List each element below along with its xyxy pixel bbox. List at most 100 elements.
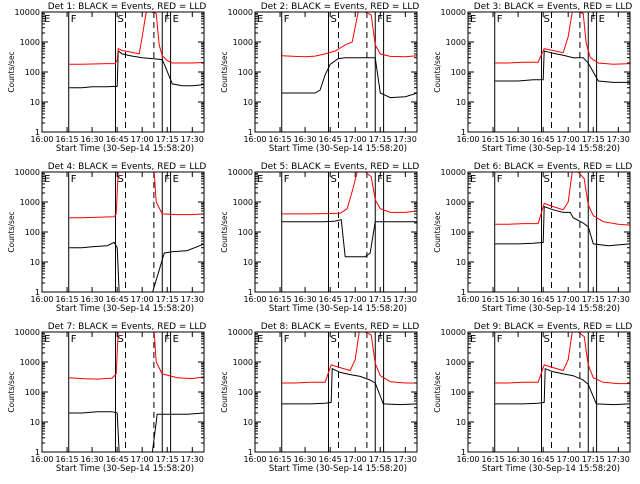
panel-4-marker-label-5: F [164,174,170,185]
panel-7-series-lld [69,332,204,380]
panel-9-ylabel: Counts/sec [433,371,442,412]
panel-9-xtick-label-5: 17:15 [582,455,605,464]
panel-5-xtick-label-4: 17:00 [344,295,367,304]
panel-4-xlabel: Start Time (30-Sep-14 15:58:20) [56,304,194,314]
panel-3-xtick-label-1: 16:15 [482,135,505,144]
panel-7-ytick-label-2: 100 [25,388,40,397]
panel-8-ytick-label-4: 10000 [228,328,253,337]
panel-3-ytick-label-1: 10 [456,98,466,107]
panel-8-ytick-label-3: 1000 [233,358,253,367]
panel-9-ytick-label-0: 1 [461,448,466,457]
panel-6-xtick-label-2: 16:30 [507,295,530,304]
panel-6-xlabel: Start Time (30-Sep-14 15:58:20) [482,304,620,314]
panel-3-xtick-label-4: 17:00 [557,135,580,144]
panel-5-ytick-label-0: 1 [248,288,253,297]
panel-2-xtick-label-0: 16:00 [243,135,266,144]
panel-4-xtick-label-0: 16:00 [30,295,53,304]
panel-2-xtick-label-4: 17:00 [344,135,367,144]
panel-6-ytick-label-0: 1 [461,288,466,297]
panel-9-xtick-label-4: 17:00 [557,455,580,464]
panel-3-xtick-label-6: 17:30 [607,135,630,144]
panel-5-marker-label-5: F [377,174,383,185]
panel-9-ytick-label-1: 10 [456,418,466,427]
panel-9-marker-label-1: F [497,334,503,345]
panel-9-marker-label-2: S [543,334,549,345]
panel-3-ytick-label-2: 100 [451,68,466,77]
panel-9-ytick-label-4: 10000 [441,328,466,337]
panel-6-ytick-label-2: 100 [451,228,466,237]
panel-5-ytick-label-4: 10000 [228,168,253,177]
panel-3-marker-label-0: E [470,14,476,25]
panel-9-marker-label-6: E [599,334,605,345]
panel-1-ytick-label-1: 10 [30,98,40,107]
panel-7-marker-label-2: S [117,334,123,345]
panel-3-ytick-label-0: 1 [461,128,466,137]
panel-8-ytick-label-0: 1 [248,448,253,457]
panel-1-marker-label-0: E [44,14,50,25]
panel-2-ytick-label-0: 1 [248,128,253,137]
panel-8-marker-label-0: E [257,334,263,345]
panel-9-xtick-label-3: 16:45 [532,455,555,464]
panel-2-marker-label-2: S [330,14,336,25]
panel-7-series-events [69,411,204,452]
panel-7-xtick-label-4: 17:00 [131,455,154,464]
panel-2-marker-label-0: E [257,14,263,25]
panel-3-marker-label-6: E [599,14,605,25]
panel-8-xtick-label-6: 17:30 [394,455,417,464]
panel-4-ylabel: Counts/sec [7,211,16,252]
panel-2-series-events [282,57,417,99]
panel-5-series-lld [282,172,417,215]
panel-6-frame [467,171,631,293]
panel-4-marker-label-1: F [71,174,77,185]
panel-6-xtick-label-5: 17:15 [582,295,605,304]
panel-8-ylabel: Counts/sec [220,371,229,412]
panel-2-xtick-label-5: 17:15 [369,135,392,144]
panel-6-ytick-label-1: 10 [456,258,466,267]
panel-3-frame [467,11,631,133]
panel-3-ylabel: Counts/sec [433,51,442,92]
panel-4-xtick-label-2: 16:30 [81,295,104,304]
panel-7-marker-label-0: E [44,334,50,345]
panel-9-marker-label-0: E [470,334,476,345]
panel-2-marker-label-6: E [386,14,392,25]
panel-1-ytick-label-4: 10000 [15,8,40,17]
panel-5-ytick-label-2: 100 [238,228,253,237]
panel-2-marker-label-1: F [284,14,290,25]
panel-9-ytick-label-2: 100 [451,388,466,397]
panel-1-frame [41,11,205,133]
panel-2-ylabel: Counts/sec [220,51,229,92]
panel-6-series-events [495,205,630,247]
panel-2-ytick-label-2: 100 [238,68,253,77]
panel-9-series-events [495,367,630,406]
panel-1-xtick-label-1: 16:15 [56,135,79,144]
panel-6-marker-label-1: F [497,174,503,185]
panel-7-xtick-label-2: 16:30 [81,455,104,464]
panel-7-xtick-label-5: 17:15 [156,455,179,464]
panel-7-marker-label-5: F [164,334,170,345]
panel-5-ylabel: Counts/sec [220,211,229,252]
panel-8-marker-label-6: E [386,334,392,345]
panel-1-xlabel: Start Time (30-Sep-14 15:58:20) [56,144,194,154]
panel-6-marker-label-0: E [470,174,476,185]
panel-8-xtick-label-0: 16:00 [243,455,266,464]
panel-7-marker-label-6: E [173,334,179,345]
panel-8-marker-label-2: S [330,334,336,345]
panel-4-xtick-label-5: 17:15 [156,295,179,304]
panel-7-marker-label-1: F [71,334,77,345]
panel-2-series-lld [282,12,417,58]
panel-3-xtick-label-2: 16:30 [507,135,530,144]
panel-4-series-events [69,241,204,292]
panel-7-ytick-label-0: 1 [35,448,40,457]
panel-8-marker-label-1: F [284,334,290,345]
panel-4-xtick-label-6: 17:30 [181,295,204,304]
panel-7-ytick-label-1: 10 [30,418,40,427]
panel-5-marker-label-2: S [330,174,336,185]
panel-2-ytick-label-3: 1000 [233,38,253,47]
panel-6-xtick-label-4: 17:00 [557,295,580,304]
panel-4-ytick-label-2: 100 [25,228,40,237]
panel-6-xtick-label-0: 16:00 [456,295,479,304]
panel-8-title: Det 8: BLACK = Events, RED = LLD [261,322,420,332]
panel-9-frame [467,331,631,453]
panel-7-ytick-label-3: 1000 [20,358,40,367]
